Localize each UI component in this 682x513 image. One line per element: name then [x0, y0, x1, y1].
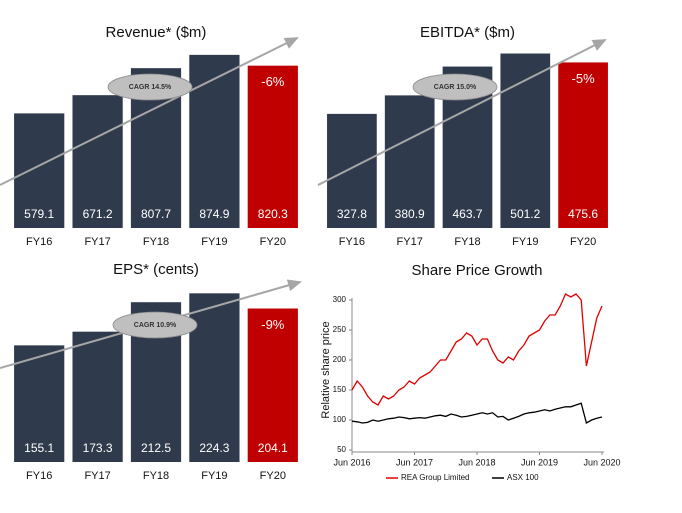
x-tick-label: Jun 2019 — [521, 457, 558, 467]
cagr-bubble — [112, 311, 198, 339]
bar-value-label: 463.7 — [452, 207, 482, 221]
bar-value-label: 807.7 — [141, 207, 171, 221]
bar-value-label: 820.3 — [258, 207, 288, 221]
bar — [247, 65, 298, 228]
cagr-label: CAGR 15.0% — [434, 84, 477, 91]
bar-value-label: 380.9 — [395, 207, 425, 221]
bar-value-label: 155.1 — [24, 441, 54, 455]
cagr-bubble — [412, 73, 498, 101]
series-line — [351, 293, 603, 406]
change-label: -5% — [572, 71, 596, 86]
legend-label: REA Group Limited — [401, 473, 469, 482]
bar — [72, 95, 123, 228]
chart-title: Share Price Growth — [412, 262, 543, 279]
y-tick-label: 50 — [337, 445, 346, 454]
bar — [14, 113, 65, 228]
x-tick-label: Jun 2020 — [583, 457, 620, 467]
y-tick-label: 250 — [333, 325, 347, 334]
bar-value-label: 671.2 — [83, 207, 113, 221]
x-tick-label: Jun 2016 — [333, 457, 370, 467]
x-tick-label: FY19 — [201, 470, 227, 482]
x-tick-label: Jun 2018 — [458, 457, 495, 467]
bar-value-label: 501.2 — [510, 207, 540, 221]
change-label: -6% — [261, 74, 285, 89]
bar — [189, 293, 240, 462]
bar — [500, 53, 551, 228]
x-tick-label: FY16 — [26, 236, 52, 248]
x-tick-label: FY18 — [143, 236, 169, 248]
bar-value-label: 874.9 — [199, 207, 229, 221]
bar — [327, 113, 377, 228]
chart-title: EPS* (cents) — [113, 261, 199, 278]
x-tick-label: FY18 — [454, 236, 480, 248]
x-tick-label: FY19 — [201, 236, 227, 248]
series-line — [351, 402, 603, 424]
cagr-bubble — [107, 73, 193, 101]
x-tick-label: FY20 — [570, 236, 596, 248]
bar — [384, 95, 435, 228]
trend-arrow — [317, 39, 607, 186]
y-tick-label: 100 — [333, 415, 347, 424]
x-tick-label: FY17 — [84, 236, 110, 248]
bar — [14, 345, 65, 462]
chart-title: Revenue* ($m) — [106, 24, 207, 41]
y-tick-label: 200 — [333, 355, 347, 364]
x-tick-label: FY19 — [512, 236, 538, 248]
y-tick-label: 150 — [333, 385, 347, 394]
bar-value-label: 173.3 — [83, 441, 113, 455]
bar-value-label: 475.6 — [568, 207, 598, 221]
cagr-label: CAGR 10.9% — [134, 322, 177, 329]
bar-value-label: 224.3 — [199, 441, 229, 455]
x-tick-label: FY16 — [26, 470, 52, 482]
bar-value-label: 579.1 — [24, 207, 54, 221]
bar-value-label: 327.8 — [337, 207, 367, 221]
x-tick-label: FY20 — [260, 470, 286, 482]
bar-value-label: 212.5 — [141, 441, 171, 455]
x-tick-label: FY18 — [143, 470, 169, 482]
y-tick-label: 300 — [333, 295, 347, 304]
legend-label: ASX 100 — [507, 473, 539, 482]
x-tick-label: Jun 2017 — [396, 457, 433, 467]
trend-arrow — [0, 37, 299, 186]
bar — [558, 62, 608, 228]
change-label: -9% — [261, 317, 285, 332]
x-tick-label: FY16 — [339, 236, 365, 248]
bar — [72, 331, 123, 462]
y-axis-label: Relative share price — [320, 321, 332, 418]
x-tick-label: FY17 — [397, 236, 423, 248]
bar — [189, 54, 240, 229]
x-tick-label: FY17 — [84, 470, 110, 482]
x-tick-label: FY20 — [260, 236, 286, 248]
bar-value-label: 204.1 — [258, 441, 288, 455]
chart-title: EBITDA* ($m) — [420, 24, 515, 41]
bar — [247, 308, 298, 462]
cagr-label: CAGR 14.5% — [129, 84, 172, 91]
